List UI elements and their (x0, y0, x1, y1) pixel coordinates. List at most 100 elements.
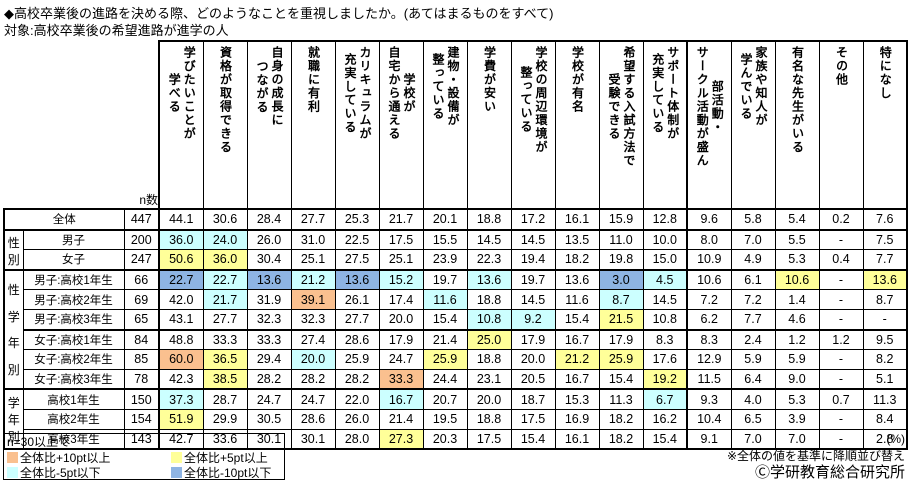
value-cell: 20.1 (422, 208, 468, 231)
column-header: サポート体制が 充実している (642, 40, 688, 210)
value-cell: 36.0 (158, 228, 204, 251)
value-cell: 28.2 (290, 368, 336, 390)
value-cell: 25.9 (422, 349, 468, 370)
column-header-text: 学校が 自宅から通える (387, 46, 416, 141)
value-cell: 42.3 (158, 368, 204, 390)
value-cell: 21.4 (378, 408, 424, 430)
value-cell: 7.5 (862, 228, 908, 251)
value-cell: 39.1 (290, 289, 336, 310)
value-cell: 7.6 (862, 208, 908, 231)
n-count-cell: 447 (123, 208, 160, 231)
value-cell: 17.9 (378, 328, 424, 351)
value-cell: 9.6 (686, 208, 732, 231)
value-cell: 28.2 (246, 368, 292, 390)
value-cell: 23.9 (422, 249, 468, 271)
value-cell: 32.3 (246, 308, 292, 331)
table-row: 性学年別男子:高校1年生 66 22.7 22.7 13.6 21.2 13.6 15.2 19… (3, 268, 908, 391)
value-cell: 26.1 (334, 289, 380, 310)
value-cell: 10.6 (774, 268, 820, 291)
value-cell: 0.7 (818, 388, 864, 410)
value-cell: 25.0 (466, 328, 512, 351)
value-cell: 4.9 (730, 249, 776, 271)
value-cell: 32.3 (290, 308, 336, 331)
table-row: 性別男子 200 36.0 24.0 26.0 31.0 22.5 17.5 15.5 14.5 1… (3, 228, 908, 271)
page-title: ◆高校卒業後の進路を決める際、どのようなことを重視しましたか。(あてはまるものを… (4, 6, 554, 21)
value-cell: 26.0 (334, 408, 380, 430)
value-cell: 18.2 (554, 249, 600, 271)
row-label: 女子 (22, 249, 125, 271)
row-label: 女子:高校2年生 (22, 349, 125, 370)
value-cell: 15.4 (598, 368, 644, 390)
value-cell: 13.6 (246, 268, 292, 291)
column-header-text: 学校が有名 (570, 46, 585, 114)
value-cell: 6.7 (642, 388, 688, 410)
value-cell: - (818, 268, 864, 291)
value-cell: 24.7 (290, 388, 336, 410)
value-cell: 13.6 (334, 268, 380, 291)
value-cell: 28.4 (246, 208, 292, 231)
value-cell: 7.0 (730, 228, 776, 251)
value-cell: 8.3 (642, 328, 688, 351)
value-cell: 26.0 (246, 228, 292, 251)
value-cell: 42.0 (158, 289, 204, 310)
value-cell: 11.3 (862, 388, 908, 410)
value-cell: - (818, 368, 864, 390)
value-cell: 14.5 (642, 289, 688, 310)
n-count-label: n数 (139, 193, 158, 207)
value-cell: 33.3 (246, 328, 292, 351)
row-group-label: 性学年別 (3, 268, 24, 391)
value-cell: 4.5 (642, 268, 688, 291)
value-cell: 19.8 (598, 249, 644, 271)
value-cell: 5.1 (862, 368, 908, 390)
value-cell: 10.9 (686, 249, 732, 271)
value-cell: 16.7 (554, 368, 600, 390)
legend-label: 全体比-10pt以下 (184, 466, 272, 480)
value-cell: 33.3 (202, 328, 248, 351)
value-cell: 23.1 (466, 368, 512, 390)
value-cell: 16.1 (554, 208, 600, 231)
value-cell: 9.5 (862, 328, 908, 351)
value-cell: 28.2 (334, 368, 380, 390)
survey-table: n数 学びたいことが 学べる 資格が取得できる 自身の成長に つながる 就職に有利 カリキュラ… (3, 40, 908, 451)
value-cell: 17.9 (598, 328, 644, 351)
column-header: 家族や知人が 学んでいる (730, 40, 776, 210)
value-cell: 16.2 (642, 408, 688, 430)
row-group-label-text: 性学年別 (7, 283, 20, 377)
column-header: 学校が有名 (554, 40, 600, 210)
column-header-text: その他 (834, 46, 849, 87)
legend-item: 全体比-10pt以下 (171, 465, 284, 480)
value-cell: 15.9 (598, 208, 644, 231)
value-cell: 31.9 (246, 289, 292, 310)
value-cell: 30.1 (290, 428, 336, 451)
value-cell: 19.4 (510, 249, 556, 271)
value-cell: 28.0 (334, 428, 380, 451)
value-cell: 8.3 (686, 328, 732, 351)
value-cell: 20.5 (510, 368, 556, 390)
value-cell: 27.4 (290, 328, 336, 351)
column-header: 学びたいことが 学べる (158, 40, 204, 210)
row-label: 男子:高校2年生 (22, 289, 125, 310)
value-cell: 24.7 (378, 349, 424, 370)
value-cell: 25.1 (378, 249, 424, 271)
value-cell: 16.7 (554, 328, 600, 351)
column-header-text: 学費が安い (482, 46, 497, 114)
value-cell: 2.4 (730, 328, 776, 351)
row-label: 男子:高校3年生 (22, 308, 125, 331)
value-cell: 30.6 (202, 208, 248, 231)
n-count-cell: 84 (123, 328, 160, 351)
value-cell: 12.9 (686, 349, 732, 370)
column-header-text: 家族や知人が 学んでいる (739, 46, 768, 127)
value-cell: 50.6 (158, 249, 204, 271)
value-cell: 31.0 (290, 228, 336, 251)
table-row: 男子:高校2年生 69 42.0 21.7 31.9 39.1 26.1 17.4 11.6 18… (4, 289, 908, 310)
table-row: 女子:高校3年生 78 42.3 38.5 28.2 28.2 28.2 33.3 24.4 23… (4, 368, 908, 390)
value-cell: 15.4 (642, 428, 688, 451)
value-cell: 14.5 (510, 289, 556, 310)
value-cell: 9.3 (686, 388, 732, 410)
value-cell: 0.2 (818, 208, 864, 231)
value-cell: 27.5 (334, 249, 380, 271)
column-header-text: 部活動・ サークル活動が盛ん (695, 46, 725, 168)
value-cell: 5.3 (774, 388, 820, 410)
value-cell: 28.7 (202, 388, 248, 410)
value-cell: 20.7 (422, 388, 468, 410)
